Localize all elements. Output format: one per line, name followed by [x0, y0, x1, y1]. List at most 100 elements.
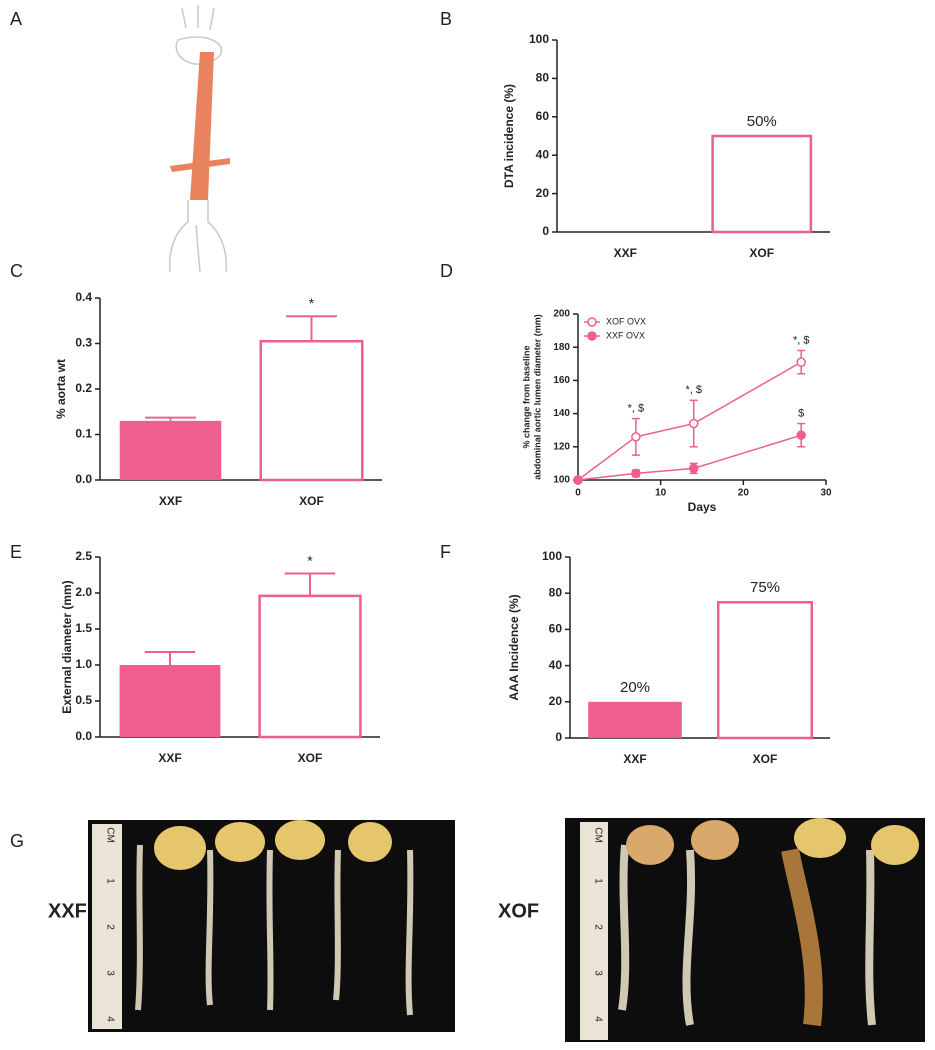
x-tick-label: XOF — [299, 494, 324, 508]
y-axis-label: % aorta wt — [54, 359, 68, 419]
legend-label: XXF OVX — [606, 330, 645, 340]
marker — [631, 468, 641, 479]
y-tick-label: 140 — [553, 408, 570, 419]
point-label: $ — [798, 407, 804, 419]
x-axis-label: Days — [688, 500, 717, 514]
bar — [716, 601, 814, 740]
ruler-label: 4 — [592, 1016, 603, 1022]
y-tick-label: 0 — [555, 730, 562, 744]
marker — [688, 463, 699, 474]
y-axis-label: External diameter (mm) — [60, 580, 74, 713]
y-axis-label: % change from baseline — [521, 345, 531, 448]
bar — [119, 665, 221, 737]
marker — [688, 418, 699, 429]
marker — [573, 475, 583, 485]
y-tick-label: 40 — [536, 147, 550, 161]
legend-label: XOF OVX — [606, 316, 646, 326]
y-tick-label: 60 — [549, 622, 563, 636]
panel-label: A — [10, 9, 22, 29]
x-tick-label: XOF — [298, 751, 323, 765]
y-tick-label: 80 — [536, 71, 550, 85]
y-tick-label: 40 — [549, 658, 563, 672]
ruler-label: 2 — [592, 924, 603, 930]
point-label: *, $ — [628, 402, 645, 414]
y-tick-label: 60 — [536, 109, 550, 123]
bar — [588, 701, 682, 738]
y-tick-label: 0.0 — [75, 472, 92, 486]
photo-label: XXF — [48, 900, 87, 922]
x-tick-label: XOF — [753, 752, 778, 766]
annotation: * — [307, 552, 313, 568]
ruler-label: 1 — [104, 878, 115, 884]
y-tick-label: 180 — [553, 342, 570, 353]
photo-label: XOF — [498, 900, 539, 922]
panel-label: F — [440, 542, 451, 562]
ruler-label: 2 — [104, 924, 115, 930]
ruler-label: 3 — [104, 970, 115, 976]
ruler-label: CM — [592, 827, 603, 843]
marker — [796, 430, 806, 440]
y-tick-label: 20 — [536, 186, 550, 200]
bar — [119, 420, 222, 480]
annotation: * — [309, 295, 315, 311]
y-axis-label: DTA incidence (%) — [502, 84, 516, 188]
bar — [711, 134, 813, 234]
y-tick-label: 0 — [542, 224, 549, 238]
y-tick-label: 100 — [529, 32, 549, 46]
marker — [796, 357, 806, 367]
value-label: 75% — [750, 579, 780, 596]
y-tick-label: 0.2 — [75, 381, 92, 395]
y-tick-label: 1.5 — [75, 621, 92, 635]
ruler-label: 3 — [592, 970, 603, 976]
y-tick-label: 0.5 — [75, 693, 92, 707]
ruler-label: 1 — [592, 878, 603, 884]
legend-marker — [587, 331, 597, 341]
y-tick-label: 0.0 — [75, 729, 92, 743]
renal-branch — [170, 158, 230, 172]
marker — [631, 432, 641, 442]
aorta-illustration — [168, 5, 228, 273]
y-tick-label: 100 — [553, 475, 570, 486]
y-tick-label: 120 — [553, 441, 570, 452]
y-tick-label: 160 — [553, 375, 570, 386]
bar — [259, 339, 364, 482]
y-tick-label: 80 — [549, 585, 563, 599]
x-tick-label: 10 — [655, 488, 667, 499]
panel-label: B — [440, 9, 452, 29]
point-label: *, $ — [685, 384, 702, 396]
photo-xof — [565, 818, 925, 1042]
x-tick-label: XXF — [159, 494, 182, 508]
x-tick-label: XXF — [623, 752, 646, 766]
point-label: *, $ — [793, 334, 810, 346]
y-tick-label: 0.4 — [75, 290, 92, 304]
y-tick-label: 20 — [549, 694, 563, 708]
y-tick-label: 0.1 — [75, 427, 92, 441]
y-tick-label: 100 — [542, 549, 562, 563]
x-tick-label: XOF — [749, 246, 774, 260]
y-axis-label: AAA Incidence (%) — [507, 594, 521, 700]
x-tick-label: 0 — [575, 488, 581, 499]
x-tick-label: XXF — [158, 751, 181, 765]
y-tick-label: 2.5 — [75, 549, 92, 563]
bar — [258, 594, 362, 739]
value-label: 20% — [620, 679, 650, 696]
y-axis-label: abdominal aortic lumen diameter (mm) — [532, 314, 542, 480]
panel-label: C — [10, 261, 23, 281]
y-tick-label: 0.3 — [75, 336, 92, 350]
y-tick-label: 1.0 — [75, 657, 92, 671]
panel-label: G — [10, 831, 24, 851]
value-label: 50% — [747, 113, 777, 130]
legend-marker — [587, 317, 597, 327]
panel-label: D — [440, 261, 453, 281]
panel-label: E — [10, 542, 22, 562]
y-tick-label: 2.0 — [75, 585, 92, 599]
photo-xxf — [88, 820, 455, 1032]
ruler-label: CM — [104, 827, 115, 843]
series-line — [577, 361, 802, 481]
series-line — [577, 434, 802, 481]
y-tick-label: 200 — [553, 309, 570, 320]
ruler-label: 4 — [104, 1016, 115, 1022]
x-tick-label: 30 — [820, 488, 832, 499]
x-tick-label: 20 — [738, 488, 750, 499]
